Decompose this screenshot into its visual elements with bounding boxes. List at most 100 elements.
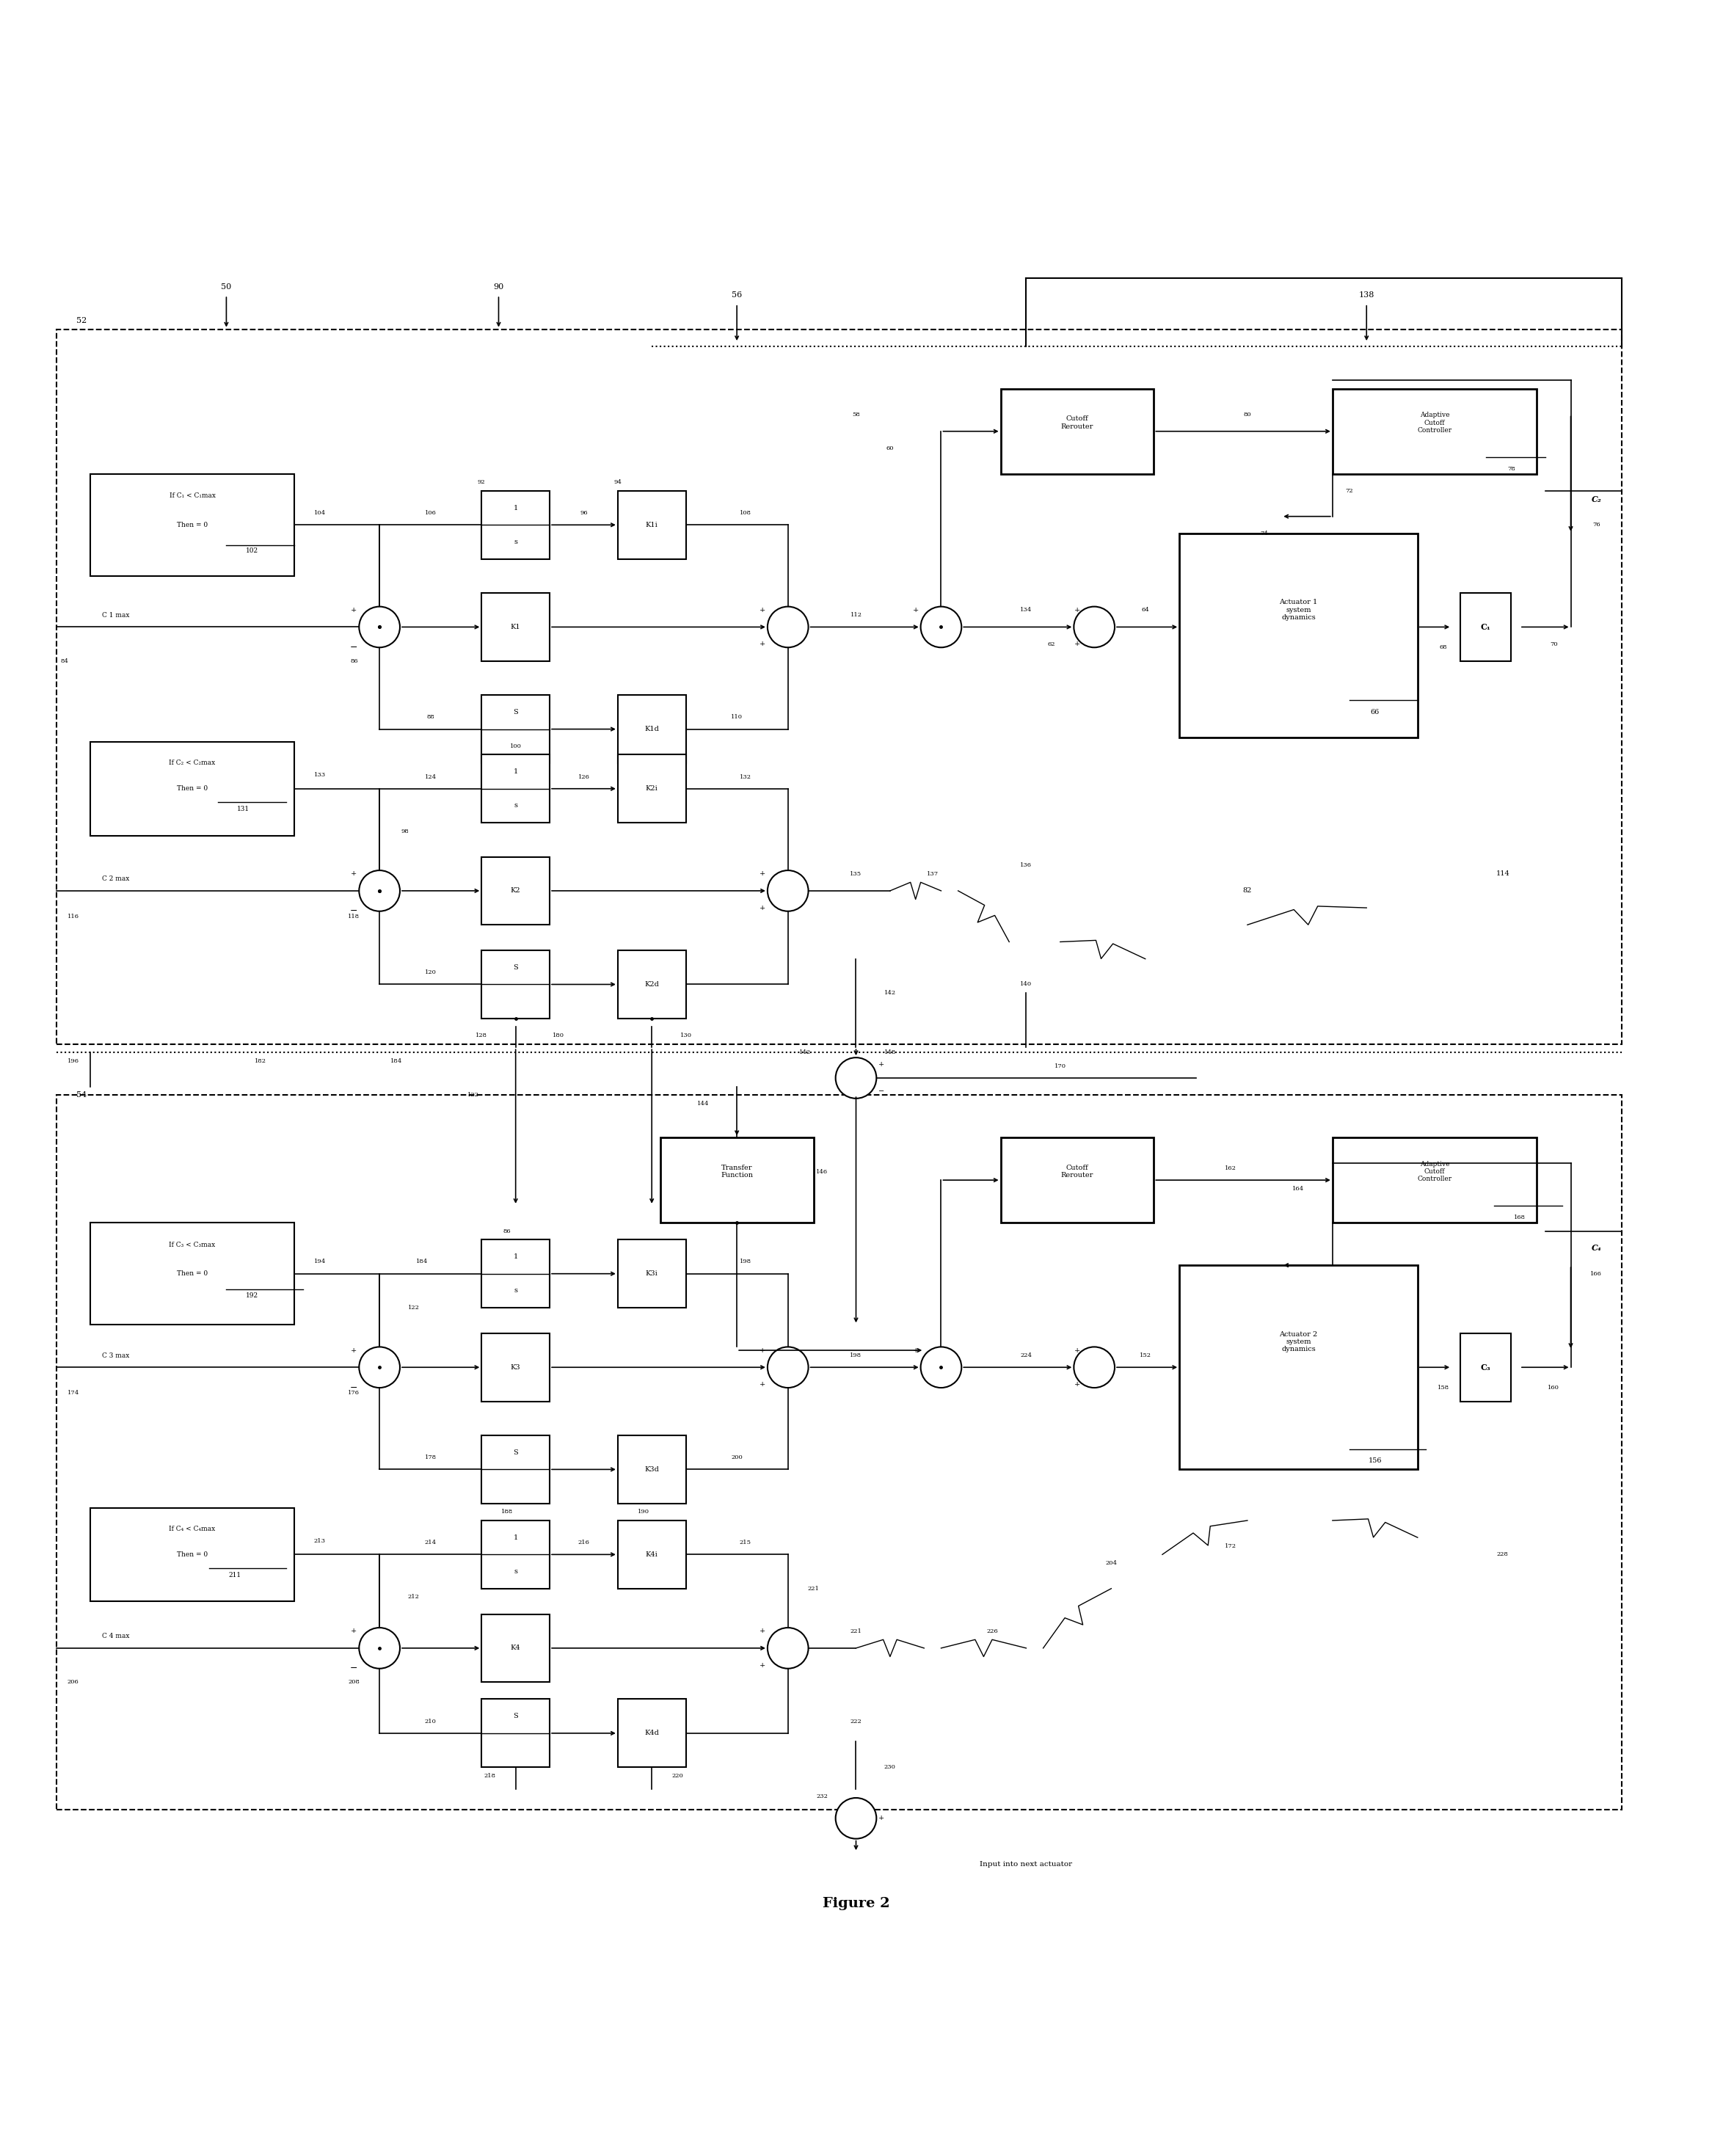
Text: 176: 176 [348,1391,360,1395]
Text: s: s [514,539,517,545]
Text: 148: 148 [883,1050,895,1056]
Text: Then = 0: Then = 0 [176,1270,207,1276]
Text: +: + [760,606,765,612]
Bar [481,1615,550,1682]
Text: 160: 160 [1548,1384,1560,1391]
Bar [618,1240,687,1309]
Text: 204: 204 [1106,1561,1118,1565]
Text: 198: 198 [740,1259,752,1266]
Bar [481,694,550,763]
Text: If C₃ < C₃max: If C₃ < C₃max [169,1242,216,1248]
Text: S: S [514,709,519,716]
Text: +: + [912,606,919,612]
Text: 88: 88 [426,714,435,720]
Circle shape [1073,606,1115,647]
Text: +: + [878,1815,885,1822]
Text: 58: 58 [853,412,859,418]
Text: 112: 112 [851,612,861,619]
Bar [481,755,550,824]
Text: C 1 max: C 1 max [103,612,130,619]
Text: 208: 208 [348,1680,360,1686]
Text: 130: 130 [680,1033,692,1039]
Text: 230: 230 [883,1764,895,1770]
Text: Then = 0: Then = 0 [176,1550,207,1559]
Text: 138: 138 [1359,291,1375,300]
Text: C 4 max: C 4 max [103,1632,130,1639]
Bar [618,951,687,1018]
Text: K1: K1 [510,623,520,630]
Circle shape [360,1628,401,1669]
Text: 218: 218 [484,1772,496,1779]
Circle shape [360,606,401,647]
Text: Adaptive
Cutoff
Controller: Adaptive Cutoff Controller [1418,412,1452,433]
Text: 90: 90 [493,282,503,291]
Bar [661,1138,813,1222]
Bar [91,742,294,837]
Text: +: + [1073,640,1080,647]
Bar [1460,593,1512,662]
Bar [56,1095,1621,1809]
Text: +: + [760,1348,765,1354]
Bar [1180,533,1418,737]
Text: 132: 132 [740,774,752,780]
Text: 178: 178 [425,1455,437,1460]
Text: If C₄ < C₄max: If C₄ < C₄max [169,1526,216,1533]
Text: 226: 226 [986,1628,998,1634]
Text: 66: 66 [1371,709,1380,716]
Text: 1: 1 [514,1253,519,1259]
Text: 168: 168 [1513,1214,1525,1220]
Text: 118: 118 [348,914,360,918]
Text: 221: 221 [851,1628,861,1634]
Text: 228: 228 [1496,1552,1508,1557]
Text: 137: 137 [926,871,938,877]
Text: +: + [760,1628,765,1634]
Text: 86: 86 [349,658,358,664]
Text: 106: 106 [425,511,437,515]
Text: 142: 142 [883,990,895,996]
Text: C₁: C₁ [1481,623,1491,632]
Text: 152: 152 [1140,1352,1150,1358]
Text: 174: 174 [67,1391,79,1395]
Text: Cutoff
Rerouter: Cutoff Rerouter [1061,416,1094,429]
Text: Input into next actuator: Input into next actuator [979,1861,1072,1867]
Text: K1d: K1d [644,727,659,733]
Circle shape [767,1628,808,1669]
Bar [618,1520,687,1589]
Circle shape [767,1348,808,1388]
Text: 170: 170 [1055,1063,1067,1069]
Bar [618,1699,687,1768]
Circle shape [921,1348,962,1388]
Text: 92: 92 [478,479,486,485]
Text: If C₁ < C₁max: If C₁ < C₁max [169,494,216,500]
Text: K3i: K3i [645,1270,657,1276]
Text: 142: 142 [800,1050,811,1056]
Text: Transfer
Function: Transfer Function [721,1164,753,1179]
Text: Then = 0: Then = 0 [176,785,207,791]
Text: 122: 122 [407,1304,419,1311]
Text: 221: 221 [808,1585,820,1591]
Bar [1332,1138,1537,1222]
Text: −: − [351,642,358,653]
Text: 214: 214 [425,1539,437,1546]
Text: 198: 198 [851,1352,861,1358]
Text: 56: 56 [731,291,741,300]
Text: +: + [351,1628,358,1634]
Text: −: − [351,906,358,916]
Text: 52: 52 [77,317,87,323]
Text: S: S [514,964,519,970]
Bar [618,1436,687,1503]
Circle shape [1073,1348,1115,1388]
Text: 86: 86 [503,1229,510,1233]
Text: 80: 80 [1243,412,1251,418]
Text: K2d: K2d [644,981,659,987]
Text: Figure 2: Figure 2 [822,1897,890,1910]
Text: 126: 126 [579,774,589,780]
Text: 184: 184 [416,1259,428,1266]
Bar [481,1332,550,1401]
Text: 94: 94 [615,479,621,485]
Text: 60: 60 [887,446,894,451]
Text: 133: 133 [313,772,325,778]
Text: s: s [514,1567,517,1574]
Text: C 3 max: C 3 max [103,1352,130,1358]
Text: 76: 76 [1592,522,1601,528]
